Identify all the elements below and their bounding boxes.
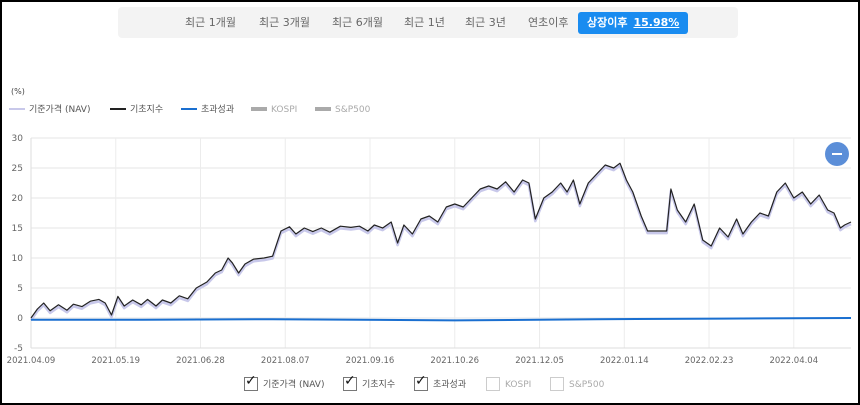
x-tick-label: 2021.10.26 <box>430 356 479 366</box>
period-tab-bar: 최근 1개월 최근 3개월 최근 6개월 최근 1년 최근 3년 연초이후 상장… <box>118 7 738 38</box>
series-line-excess-return <box>31 317 852 322</box>
x-tick-label: 2022.01.14 <box>600 356 649 366</box>
checkbox-nav-box <box>244 373 258 391</box>
legend-swatch-base-index <box>110 107 126 110</box>
y-axis-unit: (%) <box>11 87 25 96</box>
legend-item-sp500: S&P500 <box>315 103 370 117</box>
legend-item-base-index: 기초지수 <box>110 103 163 117</box>
x-tick-label: 2021.05.19 <box>91 356 140 366</box>
checkbox-sp500-box <box>550 376 564 391</box>
checkbox-nav-label: 기준가격 (NAV) <box>263 380 325 390</box>
zoom-out-button[interactable] <box>825 142 849 166</box>
series-line-nav <box>29 164 852 321</box>
y-tick-label: 5 <box>17 284 23 294</box>
checkbox-kospi[interactable]: KOSPI <box>486 376 532 393</box>
y-tick-label: 10 <box>12 254 24 264</box>
x-tick-label: 2021.06.28 <box>176 356 225 366</box>
checkbox-base-index[interactable]: 기초지수 <box>343 373 396 393</box>
x-tick-label: 2022.04.04 <box>769 356 818 366</box>
line-chart: -5 0 5 10 15 20 25 30 2021.04.09 2021.05.19 2021.0… <box>7 134 852 366</box>
checkbox-sp500[interactable]: S&P500 <box>550 376 605 393</box>
legend-swatch-nav <box>9 107 25 110</box>
since-listing-return: 15.98% <box>633 16 680 29</box>
legend-label-nav: 기준가격 (NAV) <box>29 105 91 115</box>
x-tick-label: 2021.04.09 <box>7 356 56 366</box>
checkbox-sp500-label: S&P500 <box>569 380 605 390</box>
y-tick-label: 25 <box>12 164 23 174</box>
y-tick-label: 20 <box>12 194 24 204</box>
checkbox-excess-return[interactable]: 초과성과 <box>414 373 467 393</box>
legend-label-base-index: 기초지수 <box>130 105 164 115</box>
x-tick-label: 2021.08.07 <box>261 356 310 366</box>
tab-ytd[interactable]: 연초이후 <box>528 16 569 29</box>
y-tick-label: 15 <box>12 224 23 234</box>
x-tick-label: 2021.09.16 <box>346 356 395 366</box>
legend-item-kospi: KOSPI <box>251 103 297 117</box>
tab-6-months[interactable]: 최근 6개월 <box>332 16 383 29</box>
legend-swatch-sp500 <box>315 106 331 111</box>
y-tick-label: -5 <box>14 344 23 354</box>
x-tick-label: 2021.12.05 <box>515 356 564 366</box>
y-tick-label: 30 <box>12 134 24 144</box>
tab-1-month[interactable]: 최근 1개월 <box>185 16 236 29</box>
checkbox-base-index-box <box>343 373 357 391</box>
checkbox-kospi-box <box>486 376 500 391</box>
legend-swatch-excess-return <box>181 107 197 110</box>
legend-label-sp500: S&P500 <box>335 105 371 115</box>
tab-since-listing-label: 상장이후 <box>587 16 628 29</box>
x-tick-label: 2022.02.23 <box>685 356 734 366</box>
checkbox-excess-return-label: 초과성과 <box>433 380 467 390</box>
legend-item-nav: 기준가격 (NAV) <box>9 103 90 117</box>
tab-3-months[interactable]: 최근 3개월 <box>259 16 310 29</box>
checkbox-kospi-label: KOSPI <box>505 380 532 390</box>
checkbox-nav[interactable]: 기준가격 (NAV) <box>244 373 325 393</box>
series-line-base-index <box>30 162 852 319</box>
tab-since-listing[interactable]: 상장이후 15.98% <box>578 12 689 34</box>
legend-swatch-kospi <box>251 106 267 111</box>
checkbox-excess-return-box <box>414 373 428 391</box>
legend-label-kospi: KOSPI <box>271 105 298 115</box>
y-tick-label: 0 <box>17 314 23 324</box>
legend-item-excess-return: 초과성과 <box>181 103 234 117</box>
tab-3-years[interactable]: 최근 3년 <box>465 16 506 29</box>
checkbox-base-index-label: 기초지수 <box>362 380 396 390</box>
tab-1-year[interactable]: 최근 1년 <box>404 16 445 29</box>
legend-label-excess-return: 초과성과 <box>201 105 235 115</box>
